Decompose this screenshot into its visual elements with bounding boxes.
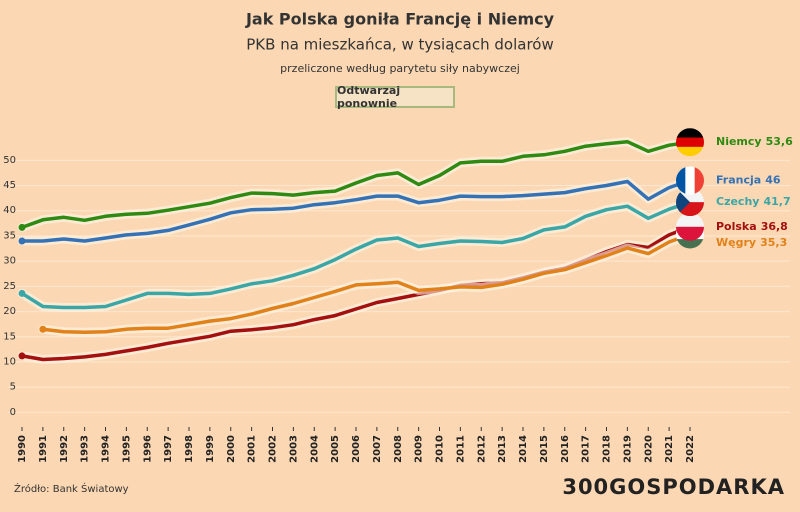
flag-stripe	[676, 226, 704, 241]
line	[41, 232, 692, 334]
y-tick-label: 25	[3, 281, 16, 292]
y-tick-label: 45	[3, 180, 16, 191]
y-tick-label: 10	[3, 356, 16, 367]
x-tick-label: 1999	[205, 435, 216, 463]
x-tick-label: 2005	[330, 435, 341, 463]
flag	[676, 128, 704, 157]
x-tick-label: 2012	[476, 435, 487, 463]
x-tick-label: 2018	[602, 435, 613, 463]
line	[20, 200, 692, 310]
end-label: Węgry 35,3	[716, 236, 787, 249]
flag-stripe	[676, 212, 704, 227]
end-label: Niemcy 53,6	[716, 135, 793, 148]
x-tick-label: 2022	[685, 435, 696, 463]
line	[20, 139, 692, 230]
flag	[676, 166, 704, 195]
y-tick-label: 40	[3, 205, 16, 216]
x-tick-label: 2014	[518, 435, 529, 463]
end-label-value: 41,7	[763, 195, 790, 208]
line	[20, 178, 692, 243]
chart-title: Jak Polska goniła Francję i Niemcy	[245, 10, 555, 29]
end-label-value: 35,3	[760, 236, 787, 249]
x-tick-label: 2015	[539, 435, 550, 463]
logo: 300GOSPODARKA	[562, 475, 785, 499]
flag-stripe	[676, 166, 686, 195]
x-tick-label: 2017	[581, 435, 592, 463]
x-tick-label: 2013	[497, 435, 508, 463]
chart-note: przeliczone według parytetu siły nabywcz…	[280, 62, 520, 75]
start-dot	[18, 237, 26, 245]
x-tick-label: 2020	[643, 435, 654, 463]
end-label: Polska 36,8	[716, 220, 788, 233]
x-tick-label: 1997	[163, 435, 174, 463]
x-tick-label: 2019	[622, 435, 633, 463]
flag-stripe	[676, 128, 704, 139]
y-tick-label: 5	[10, 382, 16, 393]
flag-stripe	[676, 146, 704, 157]
start-dot	[39, 325, 47, 333]
y-tick-label: 35	[3, 230, 16, 241]
x-tick-label: 2002	[268, 435, 279, 463]
end-label-name: Niemcy	[716, 135, 762, 148]
end-label-value: 36,8	[761, 220, 788, 233]
start-dot	[18, 352, 26, 360]
end-label-name: Francja	[716, 173, 761, 186]
x-tick-label: 1990	[17, 435, 28, 463]
x-tick-label: 2000	[226, 435, 237, 463]
end-label-name: Węgry	[716, 236, 756, 249]
x-tick-label: 1993	[80, 435, 91, 463]
end-label-name: Czechy	[716, 195, 759, 208]
x-tick-label: 1995	[121, 435, 132, 463]
x-tick-label: 2008	[393, 435, 404, 463]
y-tick-label: 30	[3, 256, 16, 267]
start-dot	[18, 289, 26, 297]
flag-stripe	[676, 239, 704, 249]
x-tick-label: 1991	[38, 435, 49, 463]
x-tick-label: 2001	[247, 435, 258, 463]
y-tick-label: 20	[3, 306, 16, 317]
end-label-value: 46	[765, 173, 781, 186]
x-tick-label: 2010	[435, 435, 446, 463]
source: Źródło: Bank Światowy	[14, 482, 129, 495]
x-tick-label: 2011	[455, 435, 466, 463]
x-tick-label: 1992	[59, 435, 70, 463]
y-tick-label: 50	[3, 155, 16, 166]
flag-stripe	[676, 137, 704, 148]
x-tick-label: 1996	[142, 435, 153, 463]
x-tick-label: 2004	[309, 435, 320, 463]
replay-button[interactable]: Odtwarzaj ponownie	[335, 84, 455, 110]
x-tick-label: 2009	[414, 435, 425, 463]
y-tick-label: 15	[3, 331, 16, 342]
end-label-value: 53,6	[766, 135, 793, 148]
chart-subtitle: PKB na mieszkańca, w tysiącach dolarów	[246, 36, 553, 54]
end-label-name: Polska	[716, 220, 757, 233]
flag-stripe	[676, 188, 690, 217]
x-tick-label: 1994	[101, 435, 112, 463]
flag	[676, 212, 704, 241]
end-label: Czechy 41,7	[716, 195, 791, 208]
x-tick-label: 2006	[351, 435, 362, 463]
flag-stripe	[685, 166, 696, 195]
x-tick-label: 2016	[560, 435, 571, 463]
x-tick-label: 1998	[184, 435, 195, 463]
start-dot	[18, 223, 26, 231]
x-tick-label: 2003	[288, 435, 299, 463]
x-tick-label: 2021	[664, 435, 675, 463]
y-tick-label: 0	[10, 407, 16, 418]
end-label: Francja 46	[716, 173, 781, 186]
flag-stripe	[694, 166, 704, 195]
x-tick-label: 2007	[372, 435, 383, 463]
